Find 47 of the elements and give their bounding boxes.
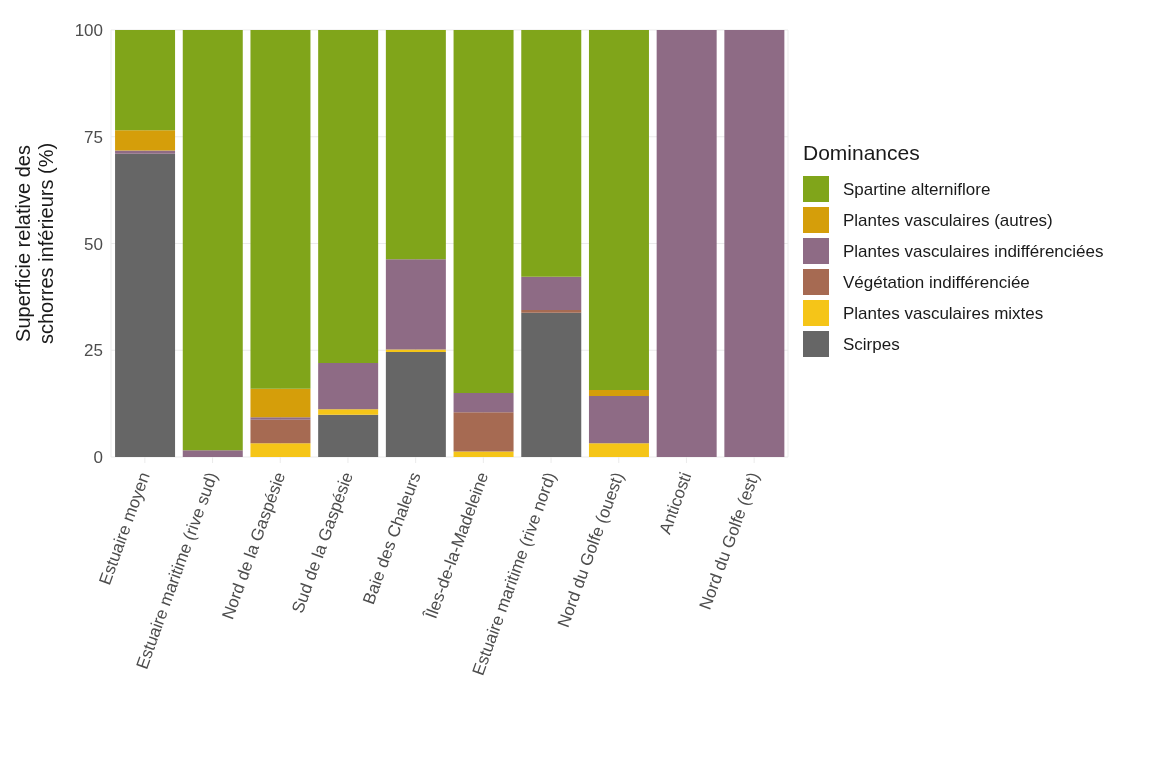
- bar: [115, 30, 176, 131]
- bar: [385, 259, 446, 350]
- bar: [115, 130, 176, 151]
- bar: [250, 443, 311, 457]
- bar: [521, 310, 582, 313]
- bar: [318, 409, 379, 415]
- bar: [521, 30, 582, 277]
- bar: [385, 30, 446, 260]
- bar: [453, 412, 514, 452]
- bar: [182, 30, 243, 451]
- bar: [453, 30, 514, 393]
- bar: [250, 30, 311, 389]
- legend-title: Dominances: [803, 141, 920, 164]
- x-tick-label: Nord du Golfe (est): [695, 469, 764, 613]
- bar: [385, 351, 446, 457]
- bar: [318, 414, 379, 457]
- bar: [250, 419, 311, 444]
- bar: [453, 392, 514, 413]
- bar: [588, 389, 649, 396]
- bar: [250, 417, 311, 420]
- bar: [318, 363, 379, 410]
- bar: [318, 30, 379, 364]
- bar: [453, 451, 514, 457]
- bar: [521, 276, 582, 311]
- bar: [521, 312, 582, 457]
- y-axis-title: Superficie relative des schorres inférieurs (%): [12, 142, 57, 345]
- bar: [115, 153, 176, 457]
- legend-label: Plantes vasculaires indifférenciées: [843, 241, 1104, 261]
- bar: [588, 443, 649, 457]
- legend-label: Scirpes: [843, 334, 900, 354]
- y-tick-label: 100: [74, 21, 103, 41]
- legend-label: Végétation indifférenciée: [843, 272, 1030, 292]
- bar: [385, 349, 446, 352]
- y-tick-label: 0: [93, 448, 103, 468]
- legend-label: Plantes vasculaires mixtes: [843, 303, 1044, 323]
- bar: [724, 30, 785, 457]
- legend-label: Plantes vasculaires (autres): [843, 210, 1053, 230]
- bar: [115, 150, 176, 154]
- bar: [588, 395, 649, 444]
- y-tick-label: 50: [84, 234, 103, 254]
- bar: [656, 30, 717, 457]
- y-tick-label: 25: [84, 341, 103, 361]
- y-tick-label: 75: [84, 127, 103, 147]
- bar: [250, 388, 311, 418]
- legend-label: Spartine alterniflore: [843, 179, 991, 199]
- bar: [588, 30, 649, 390]
- bar: [182, 450, 243, 457]
